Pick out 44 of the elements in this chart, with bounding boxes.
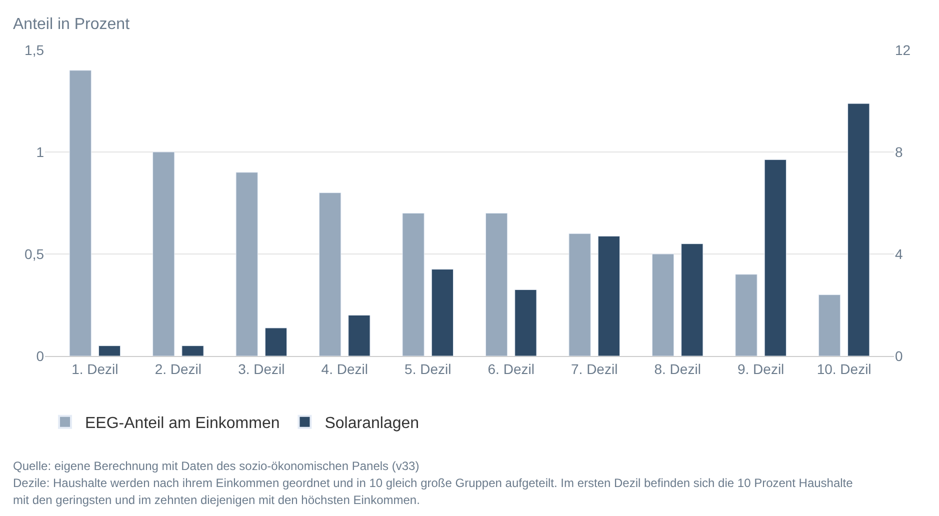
legend-label: Solaranlagen: [324, 415, 420, 432]
legend-label: EEG-Anteil am Einkommen: [85, 415, 280, 432]
bar: [69, 70, 92, 356]
bar: [848, 103, 870, 356]
bar: [652, 254, 674, 356]
bar: [319, 192, 342, 356]
bar: [485, 212, 508, 356]
x-tick-label: 10. Dezil: [816, 360, 872, 377]
y-tick-label: 1: [36, 144, 44, 160]
text: mit den geringsten und im zehnten diejenigen mit den höchsten Einkommen.: [13, 493, 420, 507]
bar: [764, 159, 786, 356]
x-tick-label: 6. Dezil: [488, 360, 534, 377]
text: Dezile: Haushalte werden nach ihrem Einkommen geordnet und in 10 gleich große Gruppen aufgeteilt. Im ersten Dezil befinden sich die 10 Prozent Haushalte: [13, 476, 854, 490]
y-axis-title: Anteil in Prozent: [13, 16, 130, 33]
bar: [598, 236, 620, 356]
y2-tick-label: 4: [895, 246, 903, 262]
bar: [818, 294, 841, 356]
source-note: Quelle: eigene Berechnung mit Daten des sozio-ökonomischen Panels (v33): [13, 459, 420, 473]
bar: [514, 289, 537, 356]
bar: [402, 212, 424, 356]
bar: [152, 152, 175, 356]
bar: [98, 346, 121, 356]
x-tick-label: 4. Dezil: [321, 360, 368, 377]
x-tick-label: 3. Dezil: [238, 360, 285, 377]
x-tick-label: 8. Dezil: [654, 360, 701, 377]
bar: [182, 346, 204, 356]
bar: [568, 233, 591, 356]
bar: [348, 314, 370, 356]
bar: [431, 269, 454, 356]
y-tick-label: 0: [36, 348, 44, 364]
bar: [264, 328, 288, 356]
bar: [236, 172, 258, 356]
y2-tick-label: 0: [895, 348, 903, 364]
bar: [681, 244, 704, 356]
y2-tick-label: 12: [895, 42, 911, 58]
y-tick-label: 1,5: [24, 42, 44, 58]
x-tick-label: 7. Dezil: [571, 360, 618, 377]
x-tick-label: 2. Dezil: [154, 360, 202, 377]
x-tick-label: 1. Dezil: [72, 360, 118, 377]
y-tick-label: 0,5: [24, 246, 44, 262]
y2-tick-label: 8: [895, 144, 903, 160]
x-tick-label: 9. Dezil: [737, 360, 784, 377]
x-tick-label: 5. Dezil: [404, 360, 452, 377]
bar: [735, 274, 758, 356]
